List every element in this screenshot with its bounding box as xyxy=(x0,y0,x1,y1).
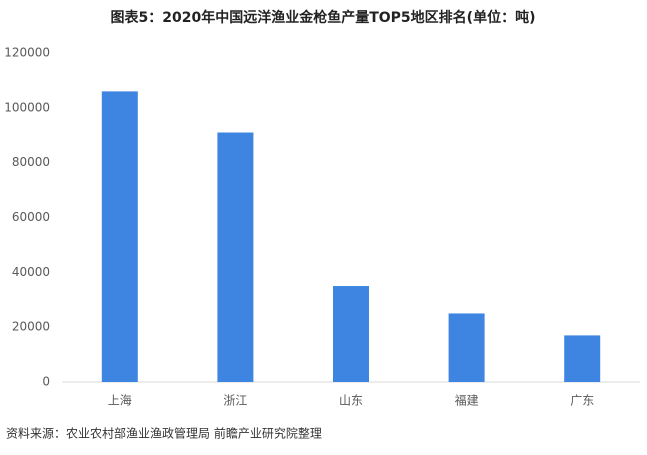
y-tick-label: 60000 xyxy=(12,210,50,224)
y-tick-label: 100000 xyxy=(4,100,50,114)
bar xyxy=(564,335,601,382)
chart-title: 图表5：2020年中国远洋渔业金枪鱼产量TOP5地区排名(单位：吨) xyxy=(111,9,536,26)
bar xyxy=(101,91,138,382)
source-note: 资料来源：农业农村部渔业渔政管理局 前瞻产业研究院整理 xyxy=(6,426,322,441)
bar xyxy=(217,132,254,382)
y-tick-label: 40000 xyxy=(12,265,50,279)
y-tick-label: 120000 xyxy=(4,46,50,60)
x-tick-label: 浙江 xyxy=(223,394,247,408)
x-tick-label: 山东 xyxy=(339,394,363,408)
y-tick-label: 0 xyxy=(42,375,50,389)
x-tick-label: 广东 xyxy=(570,394,594,408)
bar xyxy=(448,313,485,382)
y-tick-label: 20000 xyxy=(12,320,50,334)
bar xyxy=(333,286,369,382)
x-tick-label: 上海 xyxy=(108,393,132,408)
y-tick-label: 80000 xyxy=(12,155,50,169)
x-tick-label: 福建 xyxy=(455,393,479,408)
